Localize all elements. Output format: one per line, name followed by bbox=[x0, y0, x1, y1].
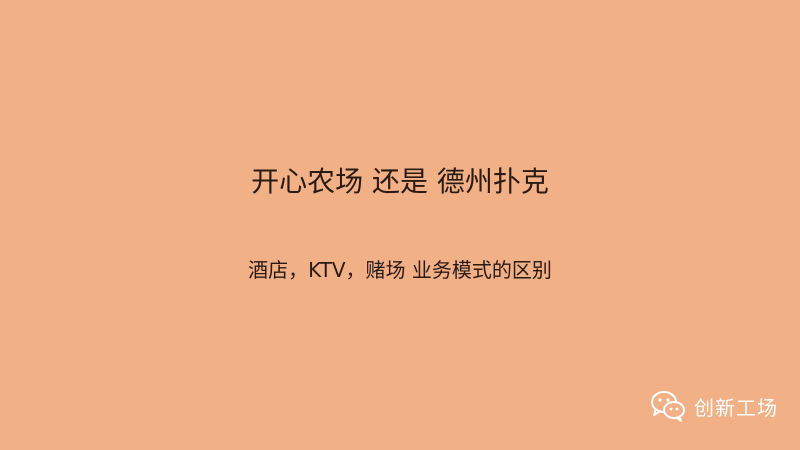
watermark-text: 创新工场 bbox=[694, 395, 778, 420]
wechat-watermark: 创新工场 bbox=[650, 389, 778, 423]
slide-subtitle: 酒店，KTV，赌场 业务模式的区别 bbox=[248, 258, 552, 282]
slide-title: 开心农场 还是 德州扑克 bbox=[251, 165, 549, 198]
wechat-icon bbox=[651, 391, 685, 422]
